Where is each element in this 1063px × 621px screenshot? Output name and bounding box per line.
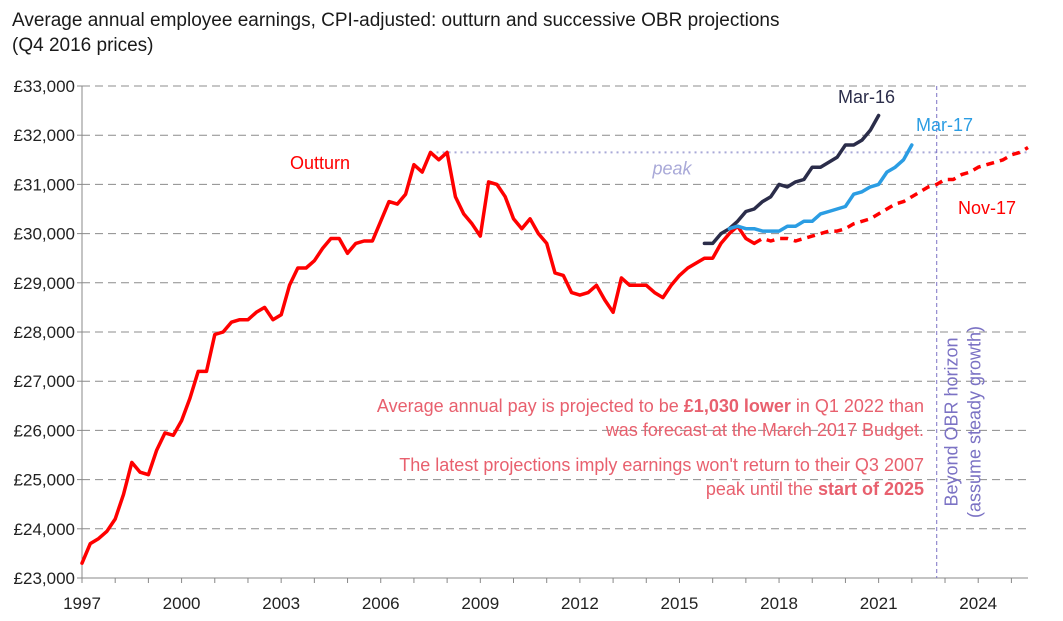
annotation-p1-text: Average annual pay is projected to be <box>376 396 679 416</box>
x-tick-label: 2006 <box>362 594 400 613</box>
x-tick-label: 2024 <box>959 594 997 613</box>
chart-title-line1: Average annual employee earnings, CPI-ad… <box>12 10 780 31</box>
series-line-nov-17 <box>753 145 1029 245</box>
reference-lines <box>430 86 1028 578</box>
y-tick-label: £23,000 <box>14 569 75 588</box>
series-label-outturn: Outturn <box>290 153 350 173</box>
x-tick-label: 2012 <box>561 594 599 613</box>
y-tick-label: £32,000 <box>14 126 75 145</box>
x-tick-label: 2018 <box>760 594 798 613</box>
y-tick-label: £27,000 <box>14 372 75 391</box>
labels: peak Beyond OBR horizon (assume steady gro… <box>290 87 1016 518</box>
annotation-p1-bold: £1,030 lower <box>683 396 791 416</box>
series-lines <box>80 113 1029 565</box>
x-tick-label: 1997 <box>63 594 101 613</box>
horizon-label: Beyond OBR horizon (assume steady growth) <box>942 326 985 518</box>
y-tick-label: £30,000 <box>14 225 75 244</box>
series-label-nov-17: Nov-17 <box>958 198 1016 218</box>
annotation-p1-tail: in Q1 2022 than was forecast at the Marc… <box>605 396 924 440</box>
peak-label: peak <box>651 158 692 178</box>
gridlines <box>82 85 1028 530</box>
series-label-mar-17: Mar-17 <box>916 115 973 135</box>
series-line-mar-17 <box>727 143 914 233</box>
annotation-text: Average annual pay is projected to be £1… <box>372 394 924 512</box>
y-tick-label: £31,000 <box>14 175 75 194</box>
series-label-mar-16: Mar-16 <box>838 87 895 107</box>
y-tick-label: £29,000 <box>14 274 75 293</box>
horizon-label-line1: Beyond OBR horizon <box>942 337 962 506</box>
y-tick-label: £26,000 <box>14 421 75 440</box>
x-tick-label: 2021 <box>860 594 898 613</box>
series-line-outturn <box>80 150 756 565</box>
series-line-mar-16 <box>702 113 881 246</box>
y-tick-label: £28,000 <box>14 323 75 342</box>
annotation-p2-bold: start of 2025 <box>817 479 924 499</box>
y-tick-label: £25,000 <box>14 471 75 490</box>
chart-title: Average annual employee earnings, CPI-ad… <box>12 8 992 58</box>
x-tick-label: 2009 <box>461 594 499 613</box>
x-tick-label: 2015 <box>661 594 699 613</box>
y-tick-label: £24,000 <box>14 520 75 539</box>
annotation-p2-text: The latest projections imply earnings wo… <box>399 455 924 499</box>
axes: £23,000 £24,000 £25,000 £26,000 £27,000 £28,0… <box>14 77 1028 613</box>
x-tick-label: 2000 <box>163 594 201 613</box>
chart-title-line2: (Q4 2016 prices) <box>12 35 154 56</box>
annotation-paragraph-1: Average annual pay is projected to be £1… <box>372 394 924 442</box>
annotation-paragraph-2: The latest projections imply earnings wo… <box>372 453 924 501</box>
x-tick-label: 2003 <box>262 594 300 613</box>
horizon-label-line2: (assume steady growth) <box>965 326 985 518</box>
y-tick-label: £33,000 <box>14 77 75 96</box>
